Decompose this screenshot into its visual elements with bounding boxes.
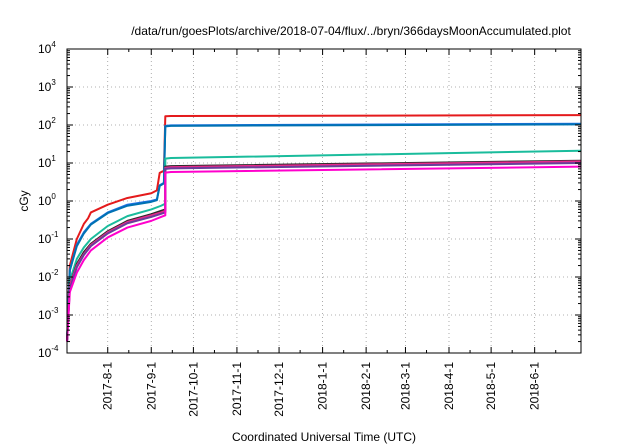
x-tick-label: 2017-11-1 (230, 362, 244, 416)
axes: 10-4 10-3 10-2 10-1 100 101 102 103 104 2017-8-1 2… (38, 40, 581, 417)
x-tick-label: 2017-9-1 (144, 362, 158, 410)
series-line-5 (66, 159, 582, 342)
series-line-6 (66, 160, 582, 342)
series-line-3 (66, 123, 582, 342)
x-axis-label: Coordinated Universal Time (UTC) (232, 430, 416, 444)
chart-title: /data/run/goesPlots/archive/2018-07-04/f… (131, 24, 571, 38)
x-tick-label: 2018-2-1 (359, 362, 373, 410)
series-line-2 (66, 122, 582, 342)
y-tick-label: 10-3 (38, 306, 59, 322)
x-tick-label: 2018-5-1 (484, 362, 498, 410)
y-axis-label: cGy (17, 190, 31, 211)
grid (67, 49, 581, 353)
series-layer (66, 114, 582, 342)
series-line-8 (66, 165, 582, 342)
x-tick-label: 2017-10-1 (186, 362, 200, 417)
y-tick-label: 101 (38, 154, 56, 170)
series-line-7 (66, 162, 582, 342)
y-tick-label: 10-2 (38, 268, 59, 284)
y-tick-label: 102 (38, 116, 56, 132)
x-tick-label: 2018-1-1 (316, 362, 330, 410)
y-tick-label: 10-1 (38, 230, 59, 246)
x-tick-label: 2018-4-1 (442, 362, 456, 410)
x-tick-label: 2017-8-1 (101, 362, 115, 410)
y-tick-label: 103 (38, 78, 56, 94)
y-tick-label: 104 (38, 40, 56, 56)
series-line-4 (66, 149, 582, 342)
x-tick-label: 2018-3-1 (398, 362, 412, 410)
y-tick-label: 100 (38, 192, 56, 208)
x-tick-label: 2018-6-1 (528, 362, 542, 410)
x-tick-label: 2017-12-1 (272, 362, 286, 417)
y-tick-label: 10-4 (38, 344, 59, 360)
series-line-1 (66, 114, 582, 342)
